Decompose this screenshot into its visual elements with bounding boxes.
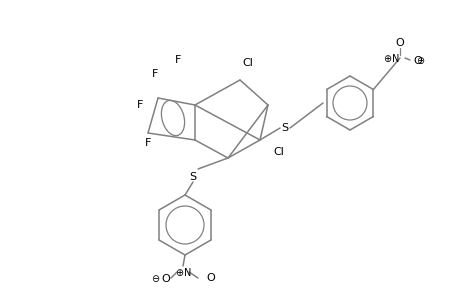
- Text: F: F: [151, 69, 158, 79]
- Text: O: O: [412, 56, 421, 66]
- Text: S: S: [189, 172, 196, 182]
- Text: F: F: [136, 100, 143, 110]
- Text: $\ominus$: $\ominus$: [415, 55, 425, 65]
- Text: F: F: [145, 138, 151, 148]
- Text: S: S: [281, 123, 288, 133]
- Text: $\oplus$N: $\oplus$N: [174, 266, 191, 278]
- Text: Cl: Cl: [272, 147, 283, 157]
- Text: O: O: [161, 274, 170, 284]
- Text: $\oplus$N: $\oplus$N: [383, 52, 399, 64]
- Text: $\ominus$: $\ominus$: [151, 272, 160, 284]
- Text: O: O: [206, 273, 214, 283]
- Text: Cl: Cl: [242, 58, 253, 68]
- Text: F: F: [174, 55, 181, 65]
- Text: O: O: [395, 38, 403, 48]
